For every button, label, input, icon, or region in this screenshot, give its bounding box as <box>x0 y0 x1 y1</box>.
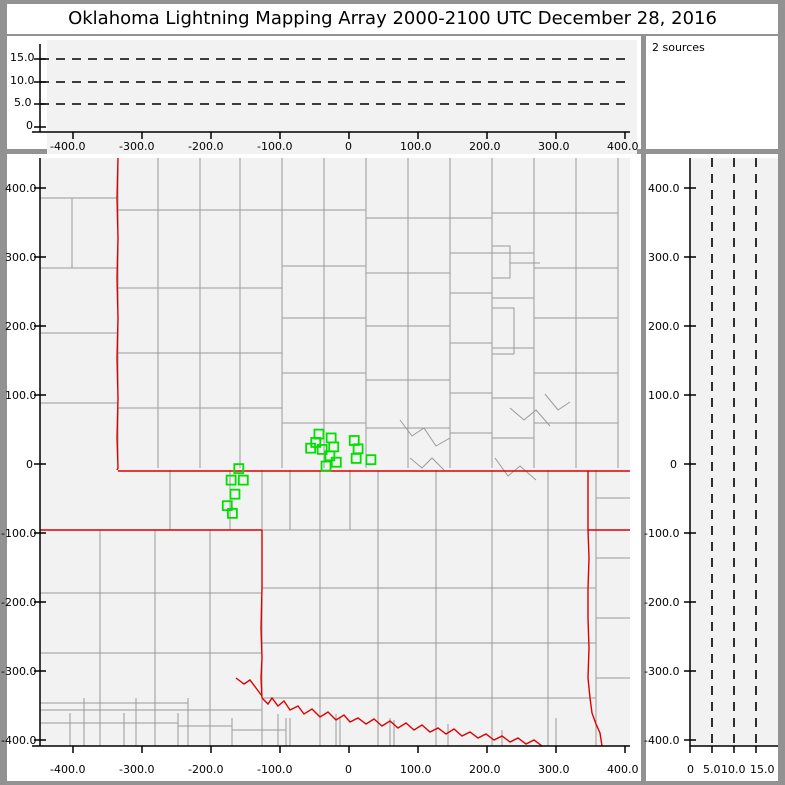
ytick-label: 100.0 <box>648 389 680 402</box>
ytick-label: -200.0 <box>644 596 680 609</box>
ytick-label: -300.0 <box>1 665 37 678</box>
ytick-label: -100.0 <box>1 527 37 540</box>
ytick-label: 400.0 <box>648 182 680 195</box>
time-height-axes <box>32 44 630 139</box>
ytick-label: -400.0 <box>644 734 680 747</box>
ytick-label: -300.0 <box>644 665 680 678</box>
xtick-label: -400.0 <box>50 763 86 776</box>
xtick-label: 15.0 <box>750 763 775 776</box>
xtick-label: 200.0 <box>469 140 501 153</box>
ytick-label: 0 <box>26 458 33 471</box>
lightning-source-marker[interactable] <box>316 444 328 455</box>
ytick-label: 300.0 <box>5 251 37 264</box>
lightning-source-marker[interactable] <box>324 450 336 462</box>
time-height-plot-area[interactable] <box>47 40 637 164</box>
xtick-label: 100.0 <box>400 763 432 776</box>
lightning-source-marker[interactable] <box>305 442 317 454</box>
xtick-label: 0 <box>345 140 352 153</box>
ytick-label: 0 <box>26 119 33 132</box>
ytick-label: 400.0 <box>5 182 37 195</box>
source-count-label: 2 sources <box>652 41 705 54</box>
source-count-panel[interactable]: 2 sources <box>646 36 778 149</box>
time-height-panel[interactable] <box>7 36 641 164</box>
texas-detail <box>40 722 630 746</box>
ytick-label: -400.0 <box>1 734 37 747</box>
plan-view-map-plot[interactable] <box>40 158 630 746</box>
texas-county-boundaries <box>40 698 557 746</box>
lightning-source-marker[interactable] <box>365 454 377 466</box>
lightning-source-marker[interactable] <box>225 474 237 486</box>
height-count-axes <box>684 158 778 753</box>
xtick-label: -100.0 <box>257 763 293 776</box>
lightning-source-marker[interactable] <box>350 452 362 464</box>
ytick-label: 100.0 <box>5 389 37 402</box>
xtick-label: 400.0 <box>607 140 639 153</box>
xtick-label: 300.0 <box>538 140 570 153</box>
lightning-source-marker[interactable] <box>229 488 241 500</box>
xtick-label: 300.0 <box>538 763 570 776</box>
xtick-label: 0 <box>345 763 352 776</box>
xtick-label: 5.0 <box>703 763 721 776</box>
lightning-source-marker[interactable] <box>237 474 249 486</box>
ytick-label: 200.0 <box>5 320 37 333</box>
lightning-source-marker[interactable] <box>330 456 342 468</box>
ytick-label: 200.0 <box>648 320 680 333</box>
ytick-label: 300.0 <box>648 251 680 264</box>
lightning-source-marker[interactable] <box>320 460 332 472</box>
red-river-detail <box>235 677 263 697</box>
xtick-label: 0 <box>687 763 694 776</box>
page-title: Oklahoma Lightning Mapping Array 2000-21… <box>68 8 717 29</box>
xtick-label: 10.0 <box>721 763 746 776</box>
ytick-label: 15.0 <box>10 51 35 64</box>
title-bar: Oklahoma Lightning Mapping Array 2000-21… <box>7 4 778 34</box>
lightning-source-marker[interactable] <box>233 463 245 475</box>
xtick-label: -300.0 <box>119 763 155 776</box>
xtick-label: 100.0 <box>400 140 432 153</box>
xtick-label: 200.0 <box>469 763 501 776</box>
ytick-label: -200.0 <box>1 596 37 609</box>
lightning-source-markers[interactable] <box>221 428 377 519</box>
lightning-source-marker[interactable] <box>226 507 238 519</box>
ytick-label: 10.0 <box>10 74 35 87</box>
xtick-label: -400.0 <box>50 140 86 153</box>
ytick-label: -100.0 <box>644 527 680 540</box>
xtick-label: -300.0 <box>119 140 155 153</box>
xtick-label: -200.0 <box>188 140 224 153</box>
xtick-label: -100.0 <box>257 140 293 153</box>
xtick-label: 400.0 <box>607 763 639 776</box>
plan-view-map-axes <box>32 158 630 753</box>
ytick-label: 0 <box>670 458 677 471</box>
xtick-label: -200.0 <box>188 763 224 776</box>
ytick-label: 5.0 <box>14 96 32 109</box>
state-boundaries <box>40 158 630 746</box>
